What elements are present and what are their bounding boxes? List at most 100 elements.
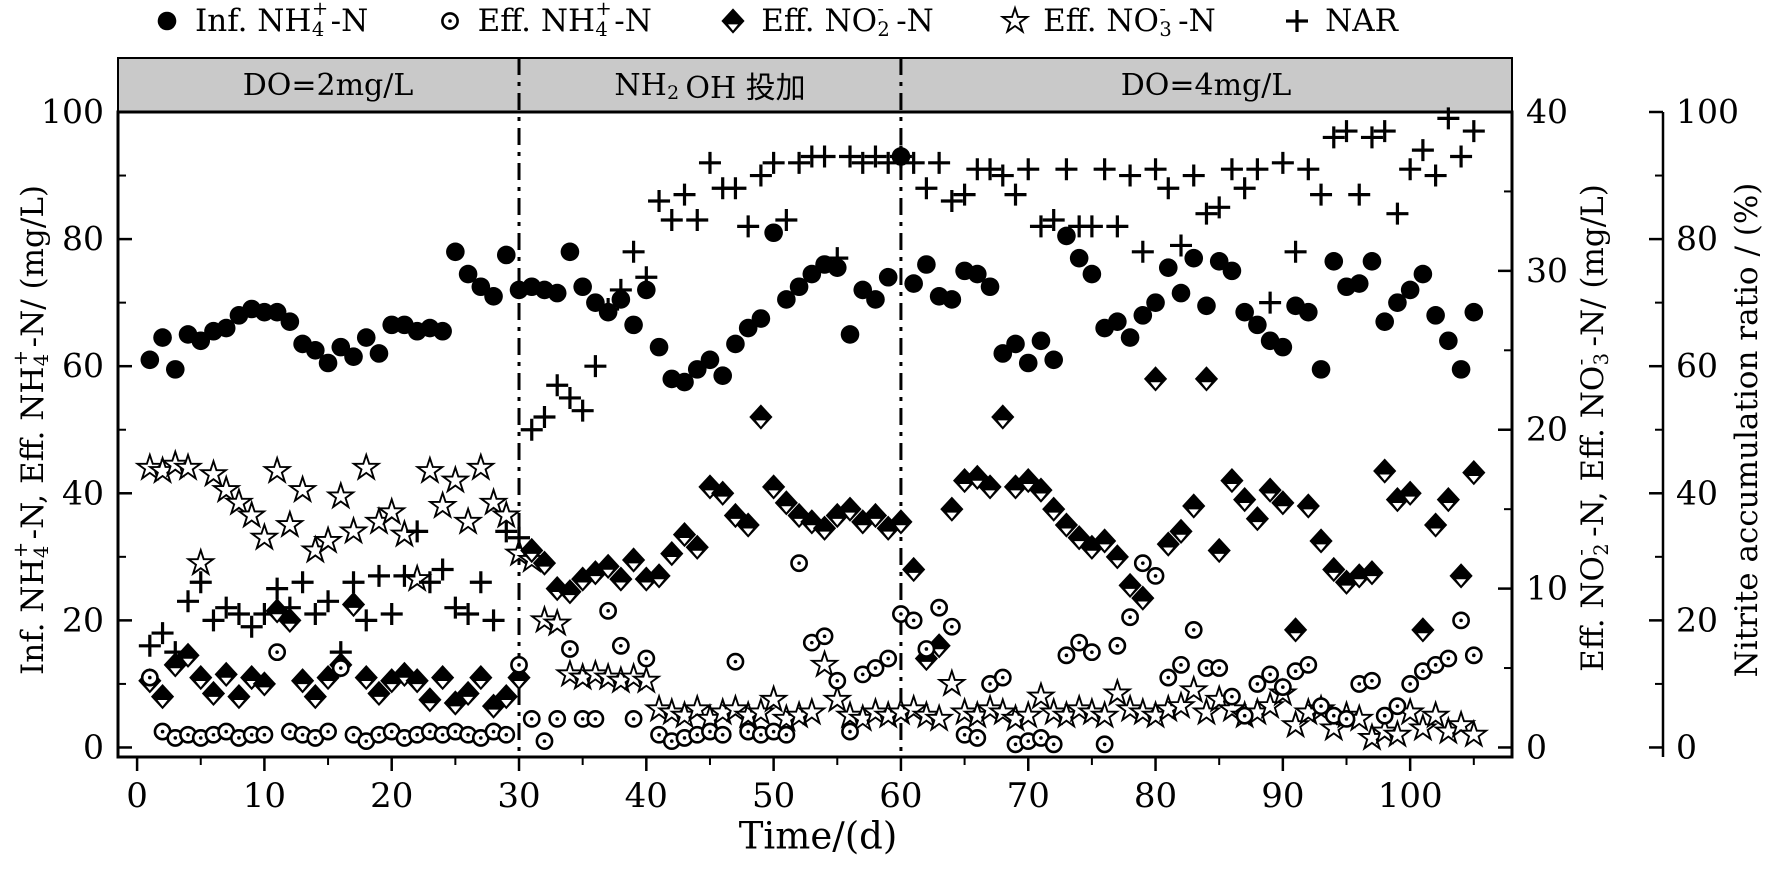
marker-plus — [546, 374, 569, 397]
marker-circle-open — [1044, 735, 1063, 754]
marker-plus — [737, 215, 760, 238]
marker-diamond-filled — [749, 404, 773, 430]
marker-plus — [1017, 158, 1040, 181]
marker-plus — [1360, 126, 1383, 149]
marker-circle-open — [1121, 608, 1139, 627]
marker-plus — [355, 609, 378, 632]
tick-label: 100 — [1676, 92, 1739, 131]
marker-plus — [227, 603, 250, 626]
marker-circle-filled — [433, 321, 452, 341]
marker-circle-filled — [1324, 252, 1344, 271]
marker-diamond-filled — [1245, 506, 1269, 532]
tick-label: 60 — [879, 776, 922, 816]
marker-circle-filled — [318, 353, 338, 373]
marker-circle-open — [841, 722, 859, 741]
marker-plus — [1182, 164, 1205, 187]
marker-circle-filled — [764, 223, 783, 243]
marker-circle-open — [968, 729, 987, 747]
marker-circle-filled — [726, 334, 745, 354]
marker-circle-open — [1172, 655, 1190, 674]
marker-circle-open — [395, 729, 414, 747]
marker-star-open — [198, 458, 229, 488]
marker-plus — [151, 622, 174, 645]
marker-circle-filled — [1349, 274, 1369, 293]
marker-circle-open — [1095, 735, 1114, 754]
marker-plus — [724, 177, 747, 200]
marker-circle-filled — [1057, 226, 1076, 246]
marker-plus — [1271, 151, 1294, 174]
marker-circle-filled — [866, 290, 885, 309]
marker-circle-filled — [738, 318, 758, 338]
marker-circle-filled — [853, 280, 873, 300]
marker-plus — [469, 571, 492, 594]
marker-diamond-filled — [1143, 366, 1168, 392]
marker-plus — [1144, 158, 1167, 181]
marker-star-open — [720, 693, 751, 723]
marker-circle-filled — [1018, 353, 1038, 373]
marker-circle-open — [777, 725, 796, 744]
marker-circle-filled — [1171, 283, 1191, 303]
marker-star-open — [236, 499, 267, 529]
axis-title-right-no2-no3: Eff. NO -2 -N, Eff. NO -3 -N/ (mg/L) — [1568, 184, 1613, 672]
marker-plus — [177, 590, 200, 613]
marker-plus — [266, 577, 289, 600]
marker-circle-open — [1082, 643, 1101, 662]
marker-plus — [584, 355, 607, 378]
axis-title-left: Inf. NH +4 -N, Eff. NH +4 -N/ (mg/L) — [8, 185, 53, 675]
marker-circle-filled — [1235, 302, 1254, 322]
marker-plus — [1195, 202, 1218, 225]
marker-plus — [367, 564, 390, 587]
marker-circle-open — [879, 649, 898, 668]
marker-circle-filled — [1082, 264, 1102, 284]
marker-star-open — [1089, 699, 1120, 729]
marker-plus — [189, 571, 212, 594]
marker-circle-filled — [484, 286, 503, 306]
marker-plus — [1424, 164, 1447, 187]
marker-diamond-filled — [1233, 487, 1257, 513]
marker-plus — [1322, 126, 1345, 149]
marker-circle-filled — [827, 258, 847, 277]
marker-circle-filled — [369, 344, 389, 363]
marker-diamond-filled — [812, 515, 837, 541]
axis-title-x: Time/(d) — [738, 814, 898, 858]
marker-plus — [380, 603, 403, 626]
marker-circle-open — [1375, 706, 1394, 725]
marker-circle-open — [319, 722, 337, 741]
marker-plus — [482, 609, 505, 632]
tick-label: 10 — [1526, 569, 1568, 608]
marker-diamond-filled — [991, 404, 1015, 430]
marker-plus — [915, 177, 938, 200]
marker-circle-open — [1464, 646, 1483, 665]
marker-circle-open — [713, 725, 732, 744]
marker-plus — [1284, 240, 1307, 263]
marker-plus — [1042, 209, 1065, 232]
marker-diamond-filled — [1182, 493, 1206, 519]
marker-circle-filled — [446, 242, 465, 262]
marker-circle-filled — [878, 267, 898, 287]
banner-label-do2: DO=2mg/L — [242, 67, 414, 103]
marker-star-open — [427, 489, 458, 519]
tick-label: 80 — [62, 219, 104, 258]
marker-plus — [648, 189, 671, 212]
marker-circle-filled — [789, 277, 809, 297]
marker-star-open — [312, 524, 344, 554]
marker-star-open — [465, 451, 497, 481]
marker-star-open — [822, 683, 853, 713]
open-star-icon — [999, 4, 1031, 34]
marker-circle-filled — [1464, 302, 1484, 322]
marker-plus — [851, 151, 874, 174]
marker-star-open — [898, 693, 929, 723]
marker-star-open — [350, 451, 382, 481]
marker-plus — [1386, 202, 1409, 225]
marker-circle-filled — [942, 290, 962, 309]
marker-circle-filled — [280, 312, 300, 332]
marker-plus — [495, 520, 518, 543]
marker-circle-open — [1133, 554, 1152, 573]
marker-diamond-filled — [1093, 528, 1117, 554]
marker-circle-filled — [637, 280, 656, 300]
marker-plus — [1055, 158, 1078, 181]
marker-circle-filled — [1031, 331, 1051, 351]
marker-circle-open — [561, 640, 579, 658]
marker-plus — [431, 558, 454, 581]
